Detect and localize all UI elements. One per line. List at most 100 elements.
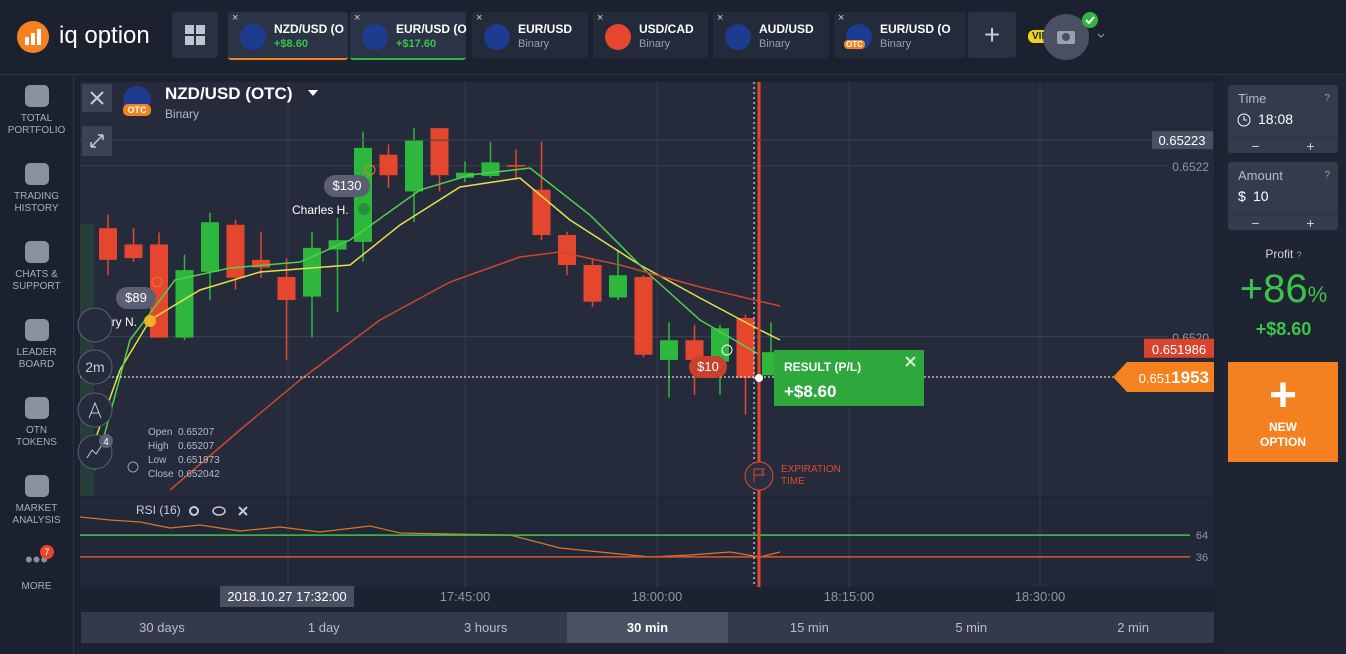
candle-body [124,244,143,259]
ohlc-value: 0.651973 [178,455,220,466]
chart-type-button[interactable] [77,307,113,343]
logo-icon [17,21,49,53]
rsi-visibility[interactable] [212,506,226,516]
profit-label: Profit ? [1265,247,1302,261]
x-tick-label: 18:15:00 [824,589,875,604]
sidebar-icon [24,319,49,341]
sidebar-item[interactable]: TRADING HISTORY [0,161,73,215]
timeframe-option[interactable]: 5 min [955,620,988,635]
tab-name: EUR/USD [518,22,573,36]
timeframe-option[interactable]: 15 min [789,620,829,635]
timeframe-option[interactable]: 1 day [307,620,340,635]
sidebar-label: OTN [25,425,48,436]
candle-body [507,164,525,167]
candle-body [99,228,117,260]
sidebar-label: BOARD [18,359,55,370]
symbol-dropdown[interactable] [308,90,318,96]
candle-body [303,247,321,297]
amount-label: Amount [1238,168,1283,183]
timeframe-value: 2m [85,359,104,375]
apps-button[interactable] [172,12,218,58]
trader-flag [144,315,156,327]
trader-name: Charles H. [292,203,349,217]
tab-sub: Binary [518,38,550,50]
sidebar-item[interactable]: ••• MORE 7 [0,545,73,593]
collapse-icon [90,134,104,148]
amount-value: 10 [1253,188,1269,204]
candle-body [532,189,551,236]
candle-body [634,276,653,355]
current-price-bold: 1953 [1171,368,1209,387]
avatar[interactable] [1040,10,1110,64]
tab-close: × [476,12,483,24]
tab[interactable]: × NZD/USD (O +$8.60 [228,12,348,60]
sidebar-item[interactable]: OTN TOKENS [0,395,73,449]
sidebar-item[interactable]: MARKET ANALYSIS [0,473,73,527]
help-icon[interactable] [127,461,139,473]
sidebar-icon [24,241,49,263]
sidebar-label: LEADER [16,347,57,358]
candle-body [277,276,296,301]
sidebar: TOTAL PORTFOLIO TRADING HISTORY CHATS & SUPPO… [0,75,74,654]
tab-close: × [597,12,604,24]
sidebar-item[interactable]: CHATS & SUPPORT [0,239,73,293]
symbol[interactable]: NZD/USD (OTC) [165,84,292,103]
new-option-button[interactable]: + NEW OPTION [1228,362,1338,462]
rsi-level-label: 36 [1196,552,1208,564]
current-price-tag [1113,362,1214,392]
tab-close: × [838,12,845,24]
rsi-level-label: 64 [1196,530,1208,542]
candle-body [150,244,168,338]
increase-button[interactable]: + [1283,137,1338,154]
result-close[interactable] [905,356,916,367]
indicator-badge [99,434,113,448]
timeframe-bar: 30 days 1 day 3 hours 30 min 15 min 5 min 2 mi… [81,612,1214,643]
amount-box[interactable]: Amount ? $ 10 − + [1228,162,1338,231]
trade-marker [151,276,163,288]
x-tick-label: 18:30:00 [1015,589,1066,604]
ohlc-value: 0.65207 [178,441,215,452]
price-labels: 0.65223 0.651986 0.6511953 [80,131,1214,392]
candle-body [736,318,755,378]
indicator-count: 4 [103,437,109,448]
ma-yellow [94,177,781,441]
sidebar-item[interactable]: LEADER BOARD [0,317,73,371]
tab-sub: Binary [639,38,671,50]
tab[interactable]: × OTC EUR/USD (O Binary [834,12,966,58]
increase-button[interactable]: + [1283,214,1338,231]
sidebar-icon [24,163,49,185]
rsi-remove[interactable] [238,506,248,516]
drawing-button[interactable] [77,392,113,428]
timeframe-button[interactable] [77,349,113,385]
tab-flag [725,24,751,50]
timeframe-option[interactable]: 30 min [566,612,729,643]
tab-flag [240,24,266,50]
tab-name: EUR/USD (O [880,22,951,36]
tab[interactable]: × EUR/USD (O +$17.60 [350,12,467,60]
timeframe-option[interactable]: 3 hours [463,620,508,635]
decrease-button[interactable]: − [1228,137,1283,154]
timeframe-option[interactable]: 2 min [1117,620,1149,635]
moving-averages [94,167,781,491]
ma-green [94,167,761,471]
tab-sub: Binary [880,38,912,50]
decrease-button[interactable]: − [1228,214,1283,231]
sidebar-item[interactable]: TOTAL PORTFOLIO [0,83,73,137]
cursor-dot [755,374,763,382]
ohlc-info: Open 0.65207 High 0.65207 Low 0.651973 Close 0.… [148,427,220,480]
x-axis: 17:45:00 18:00:00 18:15:00 18:30:00 [440,589,1066,604]
candle-body [226,224,245,278]
tab[interactable]: × AUD/USD Binary [713,12,829,58]
sidebar-label: TOKENS [16,437,57,448]
tab[interactable]: × EUR/USD Binary [472,12,588,58]
sidebar-label: HISTORY [14,203,59,214]
timeframe-option[interactable]: 30 days [139,620,185,635]
tab[interactable]: × USD/CAD Binary [593,12,708,58]
candle-body [583,264,602,302]
time-box[interactable]: Time ? 18:08 − + [1228,85,1338,154]
rsi-settings[interactable] [189,506,199,516]
add-tab-button[interactable]: + [968,12,1016,58]
sidebar-label: ANALYSIS [12,515,61,526]
